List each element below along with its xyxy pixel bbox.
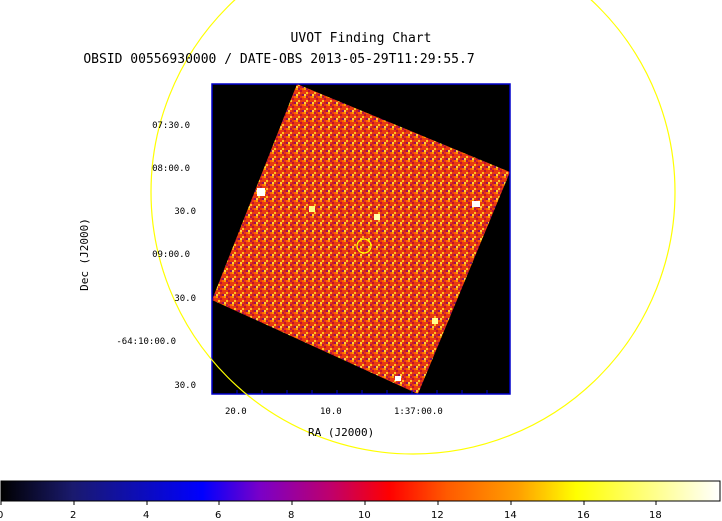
colorbar-tick-label: 18	[649, 510, 662, 521]
source-marker	[374, 214, 380, 220]
source-marker	[472, 201, 480, 207]
source-marker	[309, 206, 315, 212]
y-axis-label: Dec (J2000)	[77, 218, 91, 291]
colorbar-tick-label: 14	[504, 510, 517, 521]
colorbar-tick-label: 0	[0, 510, 4, 521]
colorbar-tick-label: 6	[215, 510, 222, 521]
colorbar-tick-label: 16	[577, 510, 590, 521]
colorbar-tick-label: 8	[288, 510, 295, 521]
y-tick-label: 08:00.0	[152, 164, 190, 174]
uvot-image	[212, 84, 510, 394]
y-tick-label: 30.0	[174, 207, 196, 217]
x-tick-label: 1:37:00.0	[394, 407, 443, 417]
image-frame	[211, 83, 511, 395]
chart-subtitle: OBSID 00556930000 / DATE-OBS 2013-05-29T…	[83, 52, 475, 67]
target-circle	[356, 238, 372, 254]
x-tick-label: 10.0	[320, 407, 342, 417]
x-tick-label: 20.0	[225, 407, 247, 417]
y-tick-label: 07:30.0	[152, 121, 190, 131]
y-tick-label: 30.0	[174, 294, 196, 304]
colorbar-tick-label: 2	[70, 510, 77, 521]
colorbar	[0, 480, 721, 502]
colorbar-tick-label: 10	[358, 510, 371, 521]
source-marker	[432, 318, 438, 324]
colorbar-tick-label: 12	[431, 510, 444, 521]
y-tick-label: 30.0	[174, 381, 196, 391]
field-circle	[150, 0, 676, 455]
x-axis-label: RA (J2000)	[308, 426, 375, 439]
y-tick-label: 09:00.0	[152, 250, 190, 260]
source-marker	[395, 376, 401, 381]
frame-ticks	[236, 390, 488, 394]
colorbar-ticks	[0, 501, 657, 505]
y-tick-label: -64:10:00.0	[116, 337, 176, 347]
source-marker	[257, 188, 265, 196]
chart-title: UVOT Finding Chart	[290, 31, 432, 46]
colorbar-tick-label: 4	[143, 510, 150, 521]
